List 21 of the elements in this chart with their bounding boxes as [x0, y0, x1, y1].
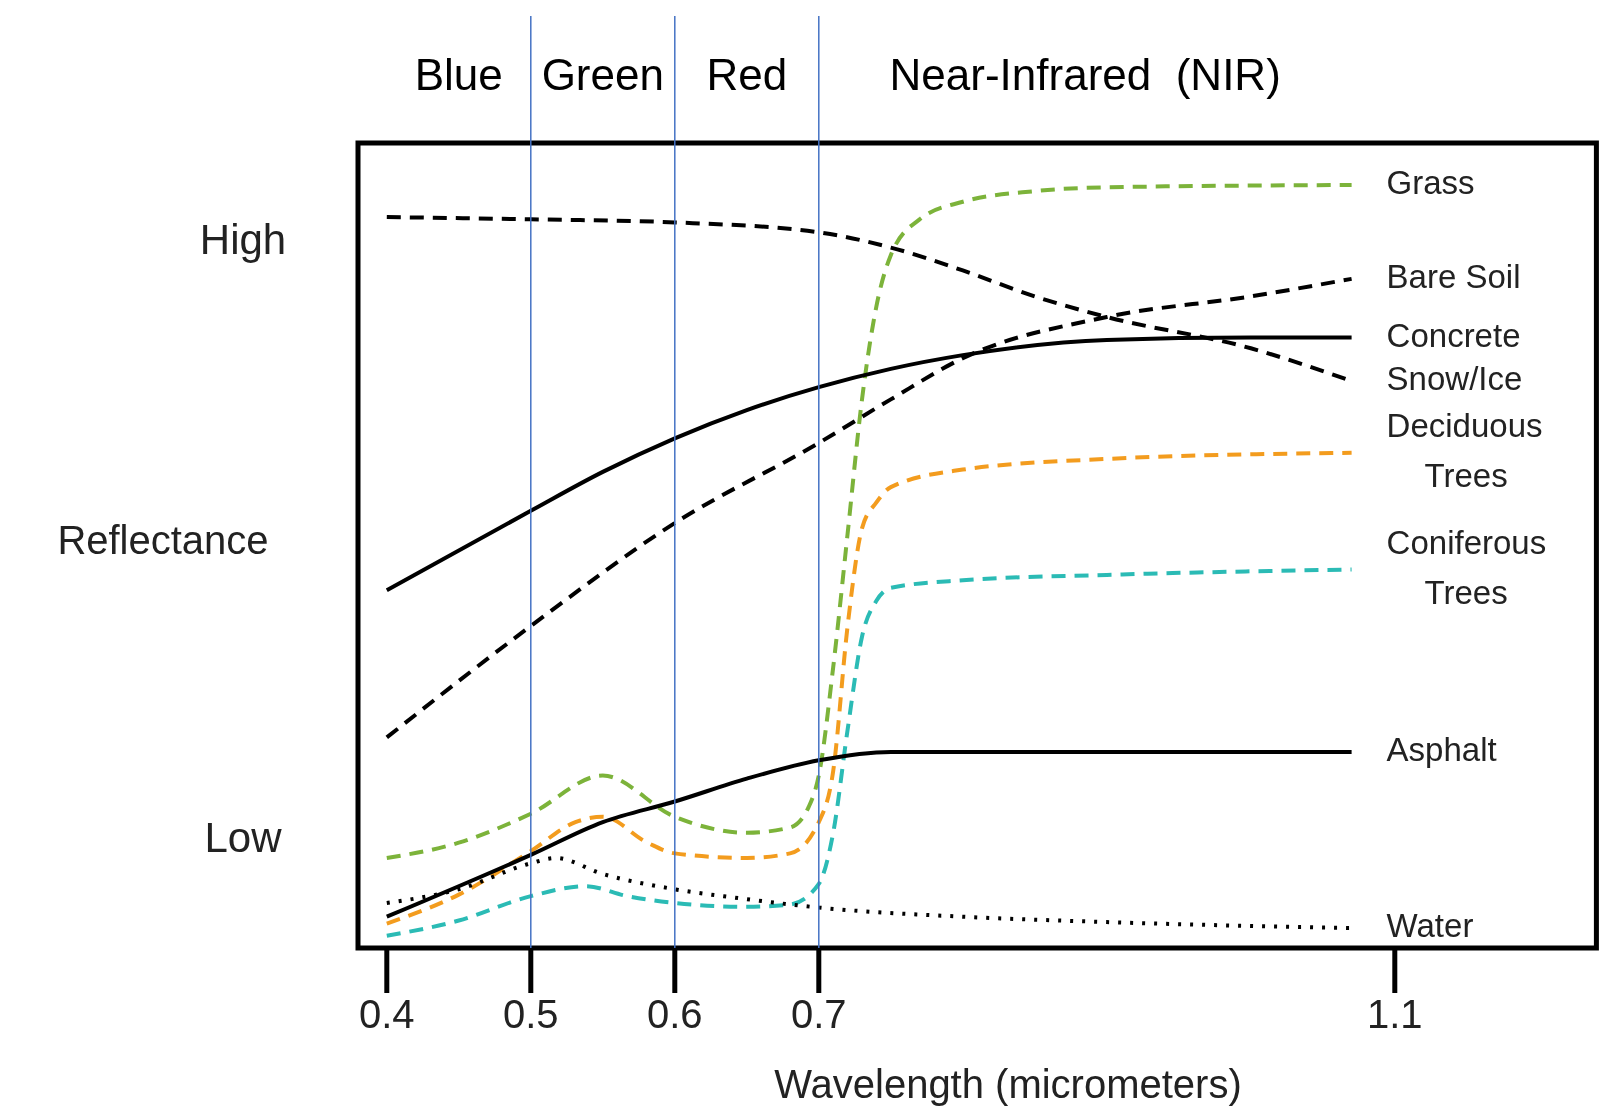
- text: Near-Infrared (NIR): [889, 49, 1281, 99]
- x-tick-label: 0.7: [791, 992, 847, 1036]
- text: High: [199, 216, 287, 264]
- series-label: Grass: [1386, 163, 1475, 201]
- x-tick-label: 0.5: [503, 992, 559, 1036]
- text: Blue: [414, 49, 503, 99]
- text: Green: [541, 49, 664, 99]
- series-label: Water: [1386, 906, 1474, 944]
- y-axis-title: Reflectance: [57, 518, 269, 563]
- x-tick-label: 0.4: [359, 992, 415, 1036]
- x-axis-title: Wavelength (micrometers): [774, 1062, 1242, 1106]
- text: Red: [706, 49, 788, 99]
- series-label: Concrete: [1386, 316, 1521, 354]
- x-tick-label: 0.6: [647, 992, 703, 1036]
- series-label: Asphalt: [1386, 730, 1497, 768]
- series-label: Snow/Ice: [1386, 359, 1523, 397]
- text: Low: [204, 813, 283, 861]
- series-label: Deciduous Trees: [1386, 406, 1543, 494]
- series-label: Bare Soil: [1386, 257, 1521, 295]
- x-tick-label: 1.1: [1367, 992, 1423, 1036]
- series-label: Coniferous Trees: [1386, 523, 1547, 611]
